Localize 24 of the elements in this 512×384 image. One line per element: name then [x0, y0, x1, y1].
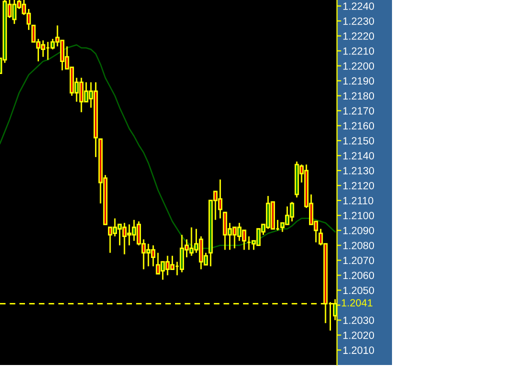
ref-line-label: 1.2041 [342, 299, 372, 306]
y-tick-label: 1.2170 [343, 107, 374, 115]
y-tick-label: 1.2050 [343, 286, 374, 294]
y-tick-label: 1.2010 [343, 346, 374, 354]
y-tick-label: 1.2160 [343, 122, 374, 130]
y-tick-label: 1.2090 [343, 226, 374, 234]
y-tick-label: 1.2200 [343, 62, 374, 70]
y-tick-label: 1.2110 [343, 196, 374, 204]
y-tick-label: 1.2140 [343, 152, 374, 160]
y-tick-label: 1.2070 [343, 256, 374, 264]
y-tick-label: 1.2120 [343, 182, 374, 190]
y-tick-label: 1.2230 [343, 17, 374, 25]
y-tick-label: 1.2220 [343, 32, 374, 40]
y-tick-label: 1.2080 [343, 242, 374, 250]
y-tick-label: 1.2190 [343, 77, 374, 85]
y-tick-label: 1.2180 [343, 92, 374, 100]
y-tick-label: 1.2100 [343, 212, 374, 220]
y-tick-label: 1.2240 [343, 2, 374, 10]
y-tick-label: 1.2060 [343, 272, 374, 280]
y-tick-label: 1.2020 [343, 332, 374, 339]
y-tick-label: 1.2030 [343, 316, 374, 324]
y-tick-label: 1.2130 [343, 167, 374, 174]
y-tick-label: 1.2150 [343, 137, 374, 144]
y-tick-label: 1.2210 [343, 47, 374, 55]
